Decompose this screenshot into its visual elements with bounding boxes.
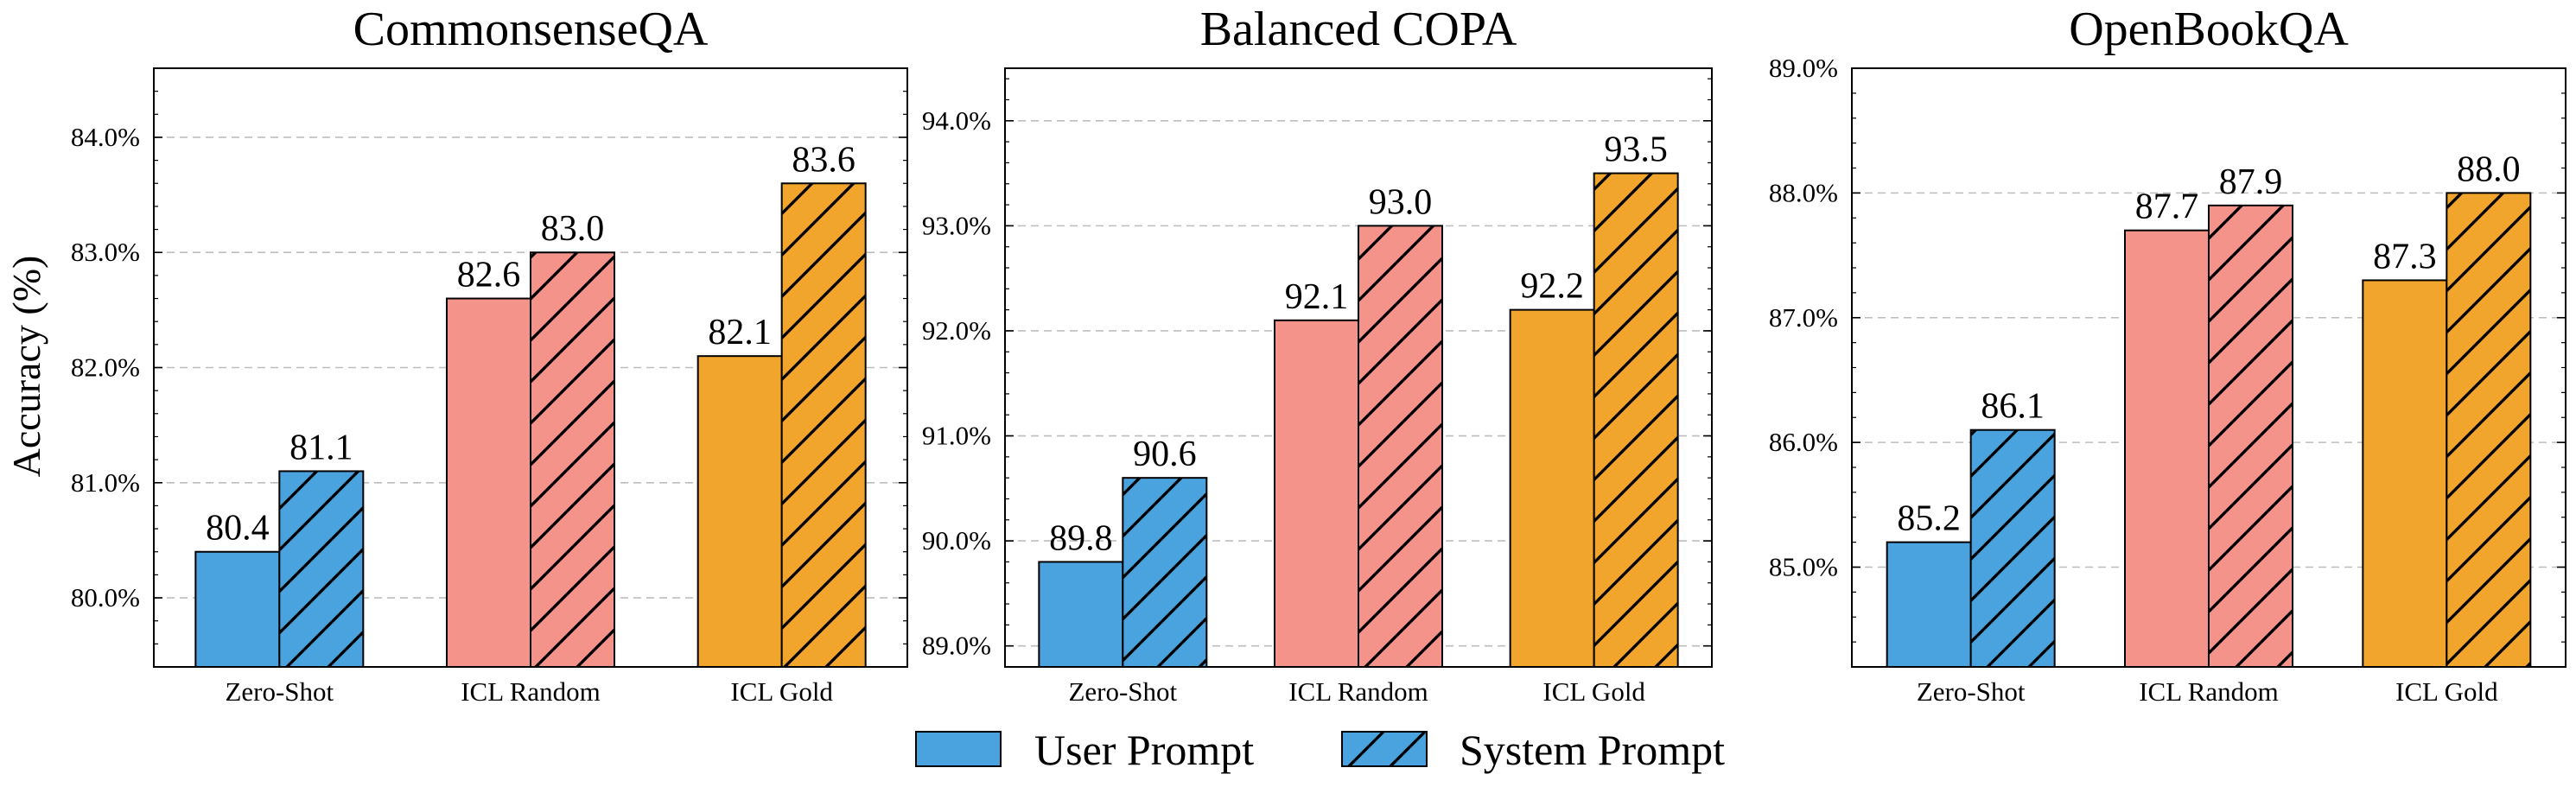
data-label: 89.8	[1049, 518, 1113, 558]
data-label: 92.2	[1520, 267, 1584, 307]
data-label: 90.6	[1133, 435, 1197, 474]
bar-system-prompt-icl-gold	[780, 182, 867, 668]
x-tick-label: ICL Gold	[730, 676, 833, 707]
bar-system-prompt-icl-gold	[1593, 172, 1679, 669]
y-tick-label: 80.0%	[71, 582, 140, 612]
data-label: 87.9	[2219, 162, 2283, 202]
x-tick-label: Zero-Shot	[1068, 676, 1177, 707]
x-tick-label: Zero-Shot	[225, 676, 334, 707]
legend-swatch-user-prompt	[915, 731, 1002, 767]
y-tick-label: 89.0%	[1769, 53, 1838, 83]
bar-user-prompt-zero-shot	[1038, 561, 1124, 669]
bar-user-prompt-icl-random	[2124, 229, 2210, 668]
y-tick-label: 81.0%	[71, 467, 140, 498]
chart-title: CommonsenseQA	[353, 3, 709, 56]
x-tick-label: ICL Random	[1288, 676, 1428, 707]
data-label: 87.7	[2135, 187, 2199, 227]
x-tick-label: ICL Random	[2139, 676, 2279, 707]
legend-label-user-prompt: User Prompt	[1034, 726, 1254, 774]
y-tick-label: 87.0%	[1769, 302, 1838, 333]
data-label: 87.3	[2373, 237, 2437, 276]
bar-user-prompt-icl-gold	[696, 355, 783, 668]
y-tick-label: 86.0%	[1769, 427, 1838, 457]
bar-system-prompt-zero-shot	[1969, 428, 2056, 668]
y-tick-label: 89.0%	[922, 631, 991, 661]
data-label: 82.6	[457, 256, 521, 295]
y-tick-label: 93.0%	[922, 210, 991, 240]
bar-system-prompt-zero-shot	[1122, 477, 1208, 668]
axes-frame	[1851, 67, 2566, 668]
chart-panel-openbookqa: 85.2 86.1 Zero-Shot 87.7 87.9 ICL Random 87.3 8…	[1769, 3, 2566, 707]
y-tick-label: 83.0%	[71, 237, 140, 267]
bar-system-prompt-icl-random	[530, 251, 615, 668]
data-label: 83.0	[541, 209, 605, 249]
y-tick-label: 90.0%	[922, 525, 991, 555]
y-tick-label: 85.0%	[1769, 552, 1838, 582]
x-tick-label: ICL Random	[461, 676, 601, 707]
y-tick-label: 84.0%	[71, 122, 140, 152]
bar-user-prompt-icl-gold	[2362, 279, 2448, 668]
chart-title: Balanced COPA	[1200, 3, 1517, 56]
bar-user-prompt-icl-random	[446, 297, 531, 668]
bar-user-prompt-icl-gold	[1509, 308, 1595, 668]
x-tick-label: Zero-Shot	[1917, 676, 2026, 707]
data-label: 86.1	[1981, 387, 2045, 427]
chart-panel-commonsenseqa: 80.4 81.1 Zero-Shot 82.6 83.0 ICL Random 82.1 8…	[71, 3, 908, 707]
chart-title: OpenBookQA	[2069, 3, 2349, 56]
y-tick-label: 94.0%	[922, 105, 991, 136]
y-axis-label: Accuracy (%)	[4, 256, 48, 478]
bar-system-prompt-icl-random	[1358, 225, 1443, 668]
data-label: 82.1	[708, 313, 772, 352]
data-label: 93.5	[1604, 130, 1668, 170]
y-tick-label: 88.0%	[1769, 177, 1838, 207]
bar-user-prompt-zero-shot	[194, 550, 281, 668]
data-label: 85.2	[1897, 499, 1961, 539]
legend-label-system-prompt: System Prompt	[1460, 726, 1725, 774]
legend: User Prompt System Prompt	[915, 726, 1725, 774]
data-label: 92.1	[1285, 277, 1349, 317]
x-tick-label: ICL Gold	[1542, 676, 1645, 707]
data-label: 80.4	[206, 509, 270, 549]
bar-system-prompt-icl-random	[2208, 204, 2293, 668]
axes-frame	[153, 67, 908, 668]
bar-user-prompt-icl-random	[1274, 319, 1359, 668]
chart-panel-balanced-copa: 89.8 90.6 Zero-Shot 92.1 93.0 ICL Random 92.2 9…	[922, 3, 1713, 707]
data-label: 83.6	[792, 140, 855, 180]
data-label: 88.0	[2457, 149, 2521, 189]
bar-system-prompt-zero-shot	[278, 470, 365, 669]
axes-frame	[1004, 67, 1713, 668]
data-label: 81.1	[289, 428, 353, 467]
data-label: 93.0	[1369, 182, 1433, 222]
bar-system-prompt-icl-gold	[2446, 192, 2532, 668]
bar-user-prompt-zero-shot	[1886, 541, 1972, 668]
y-tick-label: 82.0%	[71, 352, 140, 383]
legend-swatch-system-prompt	[1341, 731, 1428, 767]
y-tick-label: 92.0%	[922, 315, 991, 346]
y-tick-label: 91.0%	[922, 421, 991, 451]
x-tick-label: ICL Gold	[2395, 676, 2498, 707]
